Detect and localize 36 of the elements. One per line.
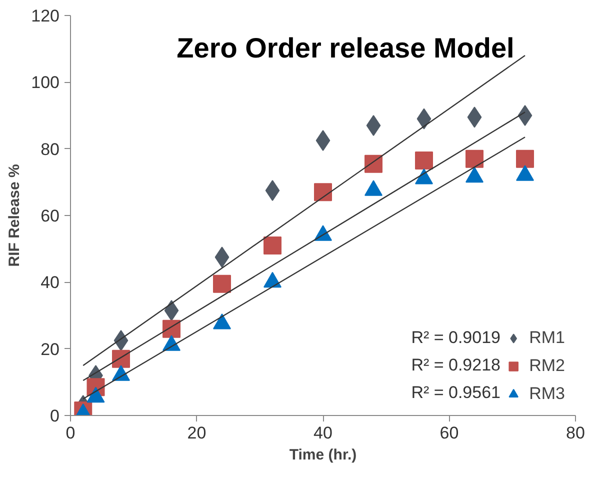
legend-label: RM1 [529, 328, 565, 348]
point [516, 150, 534, 168]
point [364, 154, 382, 173]
point [466, 150, 484, 168]
point [415, 152, 433, 170]
y-tick-label: 60 [40, 206, 60, 226]
point [164, 300, 179, 321]
legend-label: RM2 [529, 356, 565, 376]
legend-label: RM3 [529, 384, 565, 404]
x-tick-label: 80 [566, 424, 585, 442]
text: Zero Order release Model [176, 32, 514, 64]
point [112, 350, 130, 368]
y-tick-label: 0 [50, 406, 60, 426]
y-tick-label: 40 [40, 273, 60, 292]
y-axis-title: RIF Release % [6, 164, 24, 267]
point [264, 236, 282, 254]
x-tick-label: 20 [187, 424, 206, 442]
y-tick-label: 80 [40, 140, 60, 159]
x-tick-label: 40 [314, 424, 332, 442]
annotation: R² = 0.9561 [411, 383, 501, 402]
y-tick-label: 100 [31, 73, 60, 92]
y-tick-label: 20 [40, 340, 60, 359]
point [114, 330, 128, 351]
annotation: R² = 0.9218 [411, 356, 501, 374]
annotation: R² = 0.9019 [411, 328, 501, 347]
point [162, 320, 180, 338]
point [265, 180, 280, 201]
x-axis-title: Time (hr.) [289, 446, 357, 464]
point [366, 115, 381, 136]
point [213, 274, 231, 293]
x-tick-label: 60 [440, 424, 459, 442]
y-tick-label: 120 [31, 6, 60, 26]
point [314, 183, 332, 202]
point [518, 105, 532, 126]
point [316, 130, 330, 151]
x-tick-label: 0 [66, 424, 76, 442]
